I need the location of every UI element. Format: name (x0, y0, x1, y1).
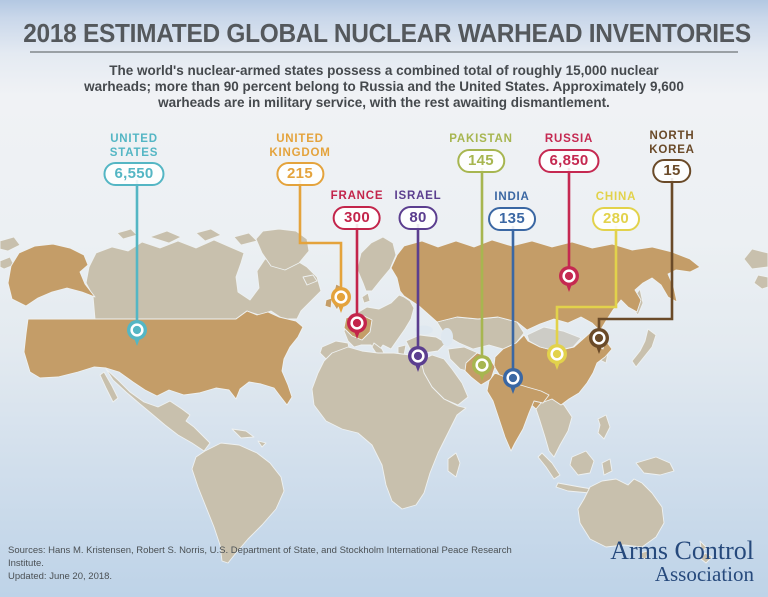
country-name: FRANCE (330, 190, 384, 202)
title-divider (30, 51, 738, 53)
warhead-count-badge: 300 (333, 205, 381, 230)
logo-text-line1: Arms Control (610, 536, 754, 565)
subtitle-line: The world's nuclear-armed states possess… (109, 63, 659, 78)
warhead-count-badge: 6,550 (103, 162, 165, 187)
country-name: ISRAEL (394, 190, 442, 202)
subtitle-line: warheads are in military service, with t… (158, 95, 610, 110)
country-label-israel: ISRAEL 80 (395, 190, 442, 230)
warhead-count-badge: 215 (276, 162, 324, 187)
map-pin-israel (408, 346, 428, 372)
map-pin-united-states (127, 320, 147, 346)
map-pin-france (347, 313, 367, 339)
warhead-count-badge: 135 (488, 206, 536, 231)
map-pin-pakistan (472, 355, 492, 381)
map-pin-united-kingdom (331, 287, 351, 313)
sources-note: Sources: Hans M. Kristensen, Robert S. N… (8, 544, 528, 583)
country-label-pakistan: PAKISTAN 145 (449, 133, 512, 173)
arms-control-association-logo: Arms Control Association (610, 538, 754, 585)
header: 2018 ESTIMATED GLOBAL NUCLEAR WARHEAD IN… (0, 0, 768, 111)
country-label-france: FRANCE 300 (331, 190, 384, 230)
country-label-north-korea: NORTH KOREA 15 (649, 130, 695, 184)
logo-text-line2: Association (654, 562, 754, 586)
subtitle-line: warheads; more than 90 percent belong to… (84, 79, 684, 94)
subtitle: The world's nuclear-armed states possess… (0, 63, 768, 111)
warhead-count-badge: 80 (398, 205, 438, 230)
country-name: RUSSIA (544, 133, 594, 145)
country-label-russia: RUSSIA 6,850 (538, 133, 600, 173)
map-pin-russia (559, 266, 579, 292)
country-name: PAKISTAN (449, 133, 513, 145)
warhead-count-badge: 145 (457, 148, 505, 173)
map-pin-china (547, 344, 567, 370)
updated-line: Updated: June 20, 2018. (8, 571, 113, 582)
page-title: 2018 ESTIMATED GLOBAL NUCLEAR WARHEAD IN… (23, 18, 751, 48)
warhead-count-badge: 15 (652, 159, 692, 184)
connector-line-china (555, 226, 618, 345)
pins-and-connectors (127, 168, 674, 394)
map-pin-india (503, 368, 523, 394)
country-name: UNITED STATES (109, 133, 159, 159)
country-name: NORTH KOREA (649, 130, 695, 156)
map-pin-north-korea (589, 328, 609, 354)
connector-line-north-korea (597, 178, 674, 329)
country-name: UNITED KINGDOM (269, 133, 331, 159)
connector-line-united-kingdom (298, 180, 343, 288)
country-label-china: CHINA 280 (592, 191, 640, 231)
country-label-united-kingdom: UNITED KINGDOM 215 (269, 133, 331, 187)
country-name: CHINA (595, 191, 637, 203)
country-label-india: INDIA 135 (488, 191, 536, 231)
warhead-count-badge: 6,850 (538, 148, 600, 173)
sources-line: Sources: Hans M. Kristensen, Robert S. N… (8, 545, 512, 569)
warhead-count-badge: 280 (592, 206, 640, 231)
country-name: INDIA (494, 191, 530, 203)
country-label-united-states: UNITED STATES 6,550 (103, 133, 165, 187)
